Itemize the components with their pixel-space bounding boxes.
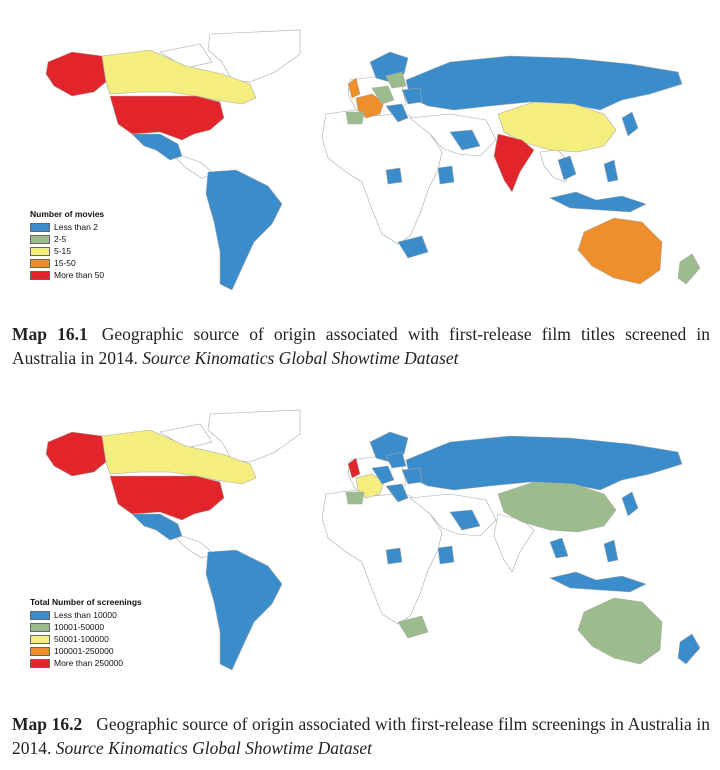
legend-item: 5-15 — [30, 245, 104, 257]
world-map-screenings — [10, 402, 710, 682]
legend-item: 50001-100000 — [30, 633, 142, 645]
legend-title: Total Number of screenings — [30, 597, 142, 607]
legend-swatch — [30, 258, 50, 268]
world-map-movies — [10, 22, 710, 302]
caption-label: Map 16.1 — [12, 324, 88, 344]
caption-source: Source Kinomatics Global Showtime Datase… — [142, 348, 459, 368]
legend-swatch — [30, 658, 50, 668]
legend-swatch — [30, 270, 50, 280]
caption-text: Geographic source of origin associated w… — [12, 324, 711, 368]
legend-title: Number of movies — [30, 209, 105, 219]
legend-item: More than 250000 — [30, 657, 142, 669]
legend-screenings: Total Number of screenings Less than 100… — [30, 597, 142, 669]
legend-swatch — [30, 234, 50, 244]
map-caption-2: Map 16.2 Geographic source of origin asso… — [12, 712, 710, 760]
caption-source: Source Kinomatics Global Showtime Datase… — [55, 738, 373, 758]
legend-movies: Number of movies Less than 2 2-5 5-15 15… — [30, 209, 104, 281]
legend-item: 2-5 — [30, 233, 104, 245]
caption-text: Geographic source of origin associated w… — [12, 714, 710, 758]
legend-item: 100001-250000 — [30, 645, 142, 657]
legend-swatch — [30, 246, 50, 256]
legend-item: 15-50 — [30, 257, 104, 269]
legend-item: 10001-50000 — [30, 621, 142, 633]
legend-item: Less than 10000 — [30, 609, 142, 621]
legend-swatch — [30, 622, 50, 632]
legend-swatch — [30, 646, 50, 656]
legend-swatch — [30, 222, 50, 232]
legend-swatch — [30, 610, 50, 620]
legend-item: More than 50 — [30, 269, 104, 281]
legend-swatch — [30, 634, 50, 644]
caption-label: Map 16.2 — [12, 714, 83, 734]
legend-item: Less than 2 — [30, 221, 104, 233]
map-caption-1: Map 16.1 Geographic source of origin asso… — [12, 322, 710, 370]
